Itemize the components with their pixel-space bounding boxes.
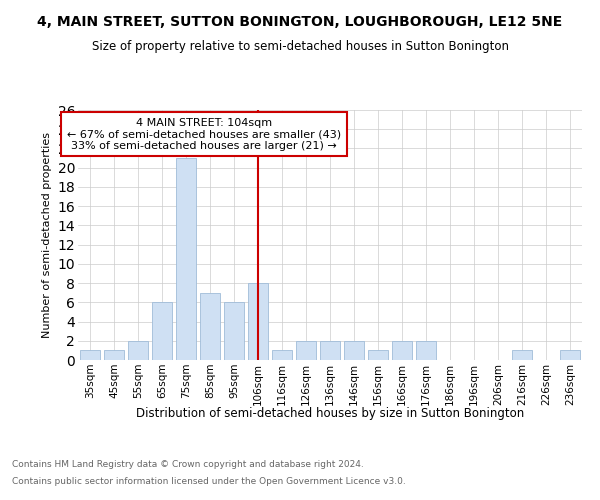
Bar — [344, 341, 364, 360]
Bar — [512, 350, 532, 360]
Bar — [560, 350, 580, 360]
Bar — [128, 341, 148, 360]
Bar — [416, 341, 436, 360]
Text: Contains public sector information licensed under the Open Government Licence v3: Contains public sector information licen… — [12, 478, 406, 486]
Bar — [296, 341, 316, 360]
Bar — [200, 292, 220, 360]
Bar — [224, 302, 244, 360]
Bar — [104, 350, 124, 360]
Bar — [320, 341, 340, 360]
Bar — [248, 283, 268, 360]
Bar — [80, 350, 100, 360]
Bar — [272, 350, 292, 360]
Bar — [392, 341, 412, 360]
Text: Size of property relative to semi-detached houses in Sutton Bonington: Size of property relative to semi-detach… — [91, 40, 509, 53]
Text: 4, MAIN STREET, SUTTON BONINGTON, LOUGHBOROUGH, LE12 5NE: 4, MAIN STREET, SUTTON BONINGTON, LOUGHB… — [37, 15, 563, 29]
Text: Distribution of semi-detached houses by size in Sutton Bonington: Distribution of semi-detached houses by … — [136, 408, 524, 420]
Bar — [152, 302, 172, 360]
Text: Contains HM Land Registry data © Crown copyright and database right 2024.: Contains HM Land Registry data © Crown c… — [12, 460, 364, 469]
Y-axis label: Number of semi-detached properties: Number of semi-detached properties — [42, 132, 52, 338]
Bar — [368, 350, 388, 360]
Bar — [176, 158, 196, 360]
Text: 4 MAIN STREET: 104sqm
← 67% of semi-detached houses are smaller (43)
33% of semi: 4 MAIN STREET: 104sqm ← 67% of semi-deta… — [67, 118, 341, 150]
